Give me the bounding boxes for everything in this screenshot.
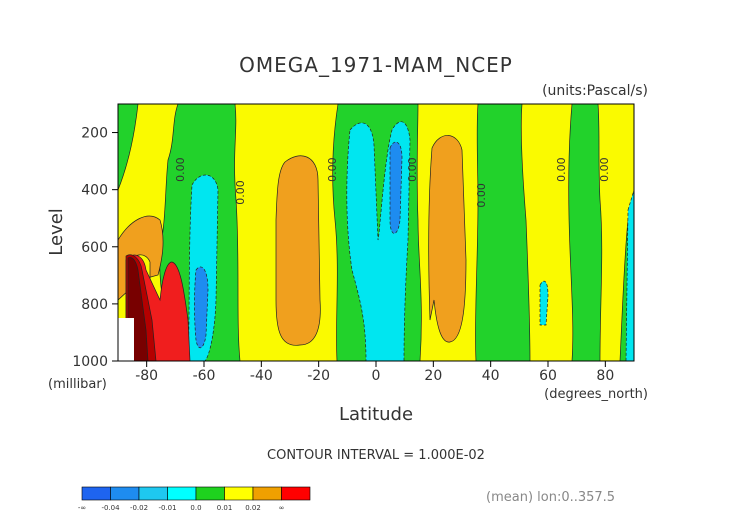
contour-interval-text: CONTOUR INTERVAL = 1.000E-02 <box>267 448 485 463</box>
x-tick-label: 40 <box>482 368 500 384</box>
x-tick-label: 60 <box>539 368 557 384</box>
colorbar-swatch <box>252 486 282 501</box>
contour-label: 0.00 <box>234 180 247 205</box>
x-axis: -80 -60 -40 -20 0 20 40 60 80 <box>135 361 614 384</box>
contour-orange-nh <box>428 135 467 343</box>
y-axis-label: Level <box>46 208 67 256</box>
contour-label: 0.00 <box>174 157 187 182</box>
contour-blue-eq <box>389 141 403 234</box>
contour-label: 0.00 <box>406 157 419 182</box>
colorbar-swatch <box>138 486 168 501</box>
colorbar-swatch <box>195 486 225 501</box>
missing-data-patch <box>118 318 134 361</box>
y-axis: 200 400 600 800 1000 <box>72 126 118 370</box>
colorbar: -∞ -0.04 -0.02 -0.01 0.0 0.01 0.02 ∞ <box>78 486 311 512</box>
x-tick-label: -60 <box>193 368 216 384</box>
colorbar-label: -0.04 <box>101 504 120 512</box>
y-axis-units: (millibar) <box>48 377 107 392</box>
colorbar-label: -0.02 <box>130 504 148 512</box>
colorbar-swatch <box>281 486 311 501</box>
colorbar-swatch <box>224 486 254 501</box>
colorbar-label: 0.01 <box>217 504 233 512</box>
y-tick-label: 200 <box>81 126 108 142</box>
colorbar-label: -0.01 <box>158 504 176 512</box>
x-tick-label: -40 <box>250 368 273 384</box>
y-tick-label: 600 <box>81 240 108 256</box>
contour-yellow-nh-3 <box>597 104 634 361</box>
contour-label: 0.00 <box>598 157 611 182</box>
y-tick-label: 800 <box>81 297 108 313</box>
plot-area: 0.00 0.00 0.00 0.00 0.00 0.00 0.00 <box>117 103 635 362</box>
colorbar-label: 0.02 <box>245 504 261 512</box>
contour-cyan-nh <box>539 280 549 326</box>
contour-label: 0.00 <box>555 157 568 182</box>
x-tick-label: 80 <box>596 368 614 384</box>
colorbar-swatch <box>167 486 197 501</box>
colorbar-swatch <box>110 486 140 501</box>
x-tick-label: -80 <box>135 368 158 384</box>
contour-fill-layer <box>118 104 634 361</box>
y-tick-label: 400 <box>81 183 108 199</box>
y-tick-label: 1000 <box>72 354 108 370</box>
x-tick-label: 0 <box>372 368 381 384</box>
contour-label: 0.00 <box>326 157 339 182</box>
contour-blue-sh <box>194 266 209 348</box>
colorbar-swatch <box>81 486 111 501</box>
colorbar-label: -∞ <box>78 504 86 512</box>
contour-label-layer: 0.00 0.00 0.00 0.00 0.00 0.00 0.00 <box>174 157 611 207</box>
x-tick-label: -20 <box>307 368 330 384</box>
x-tick-label: 20 <box>424 368 442 384</box>
footer-note: (mean) lon:0..357.5 <box>486 490 615 505</box>
chart-title: OMEGA_1971-MAM_NCEP <box>239 53 513 77</box>
x-axis-label: Latitude <box>339 404 413 425</box>
contour-label: 0.00 <box>475 183 488 208</box>
colorbar-label: 0.0 <box>190 504 201 512</box>
contour-cyan-pole <box>625 189 634 361</box>
colorbar-label: ∞ <box>279 504 285 512</box>
units-label: (units:Pascal/s) <box>542 83 648 99</box>
x-axis-units: (degrees_north) <box>544 387 648 402</box>
contour-orange-sh <box>275 155 321 346</box>
